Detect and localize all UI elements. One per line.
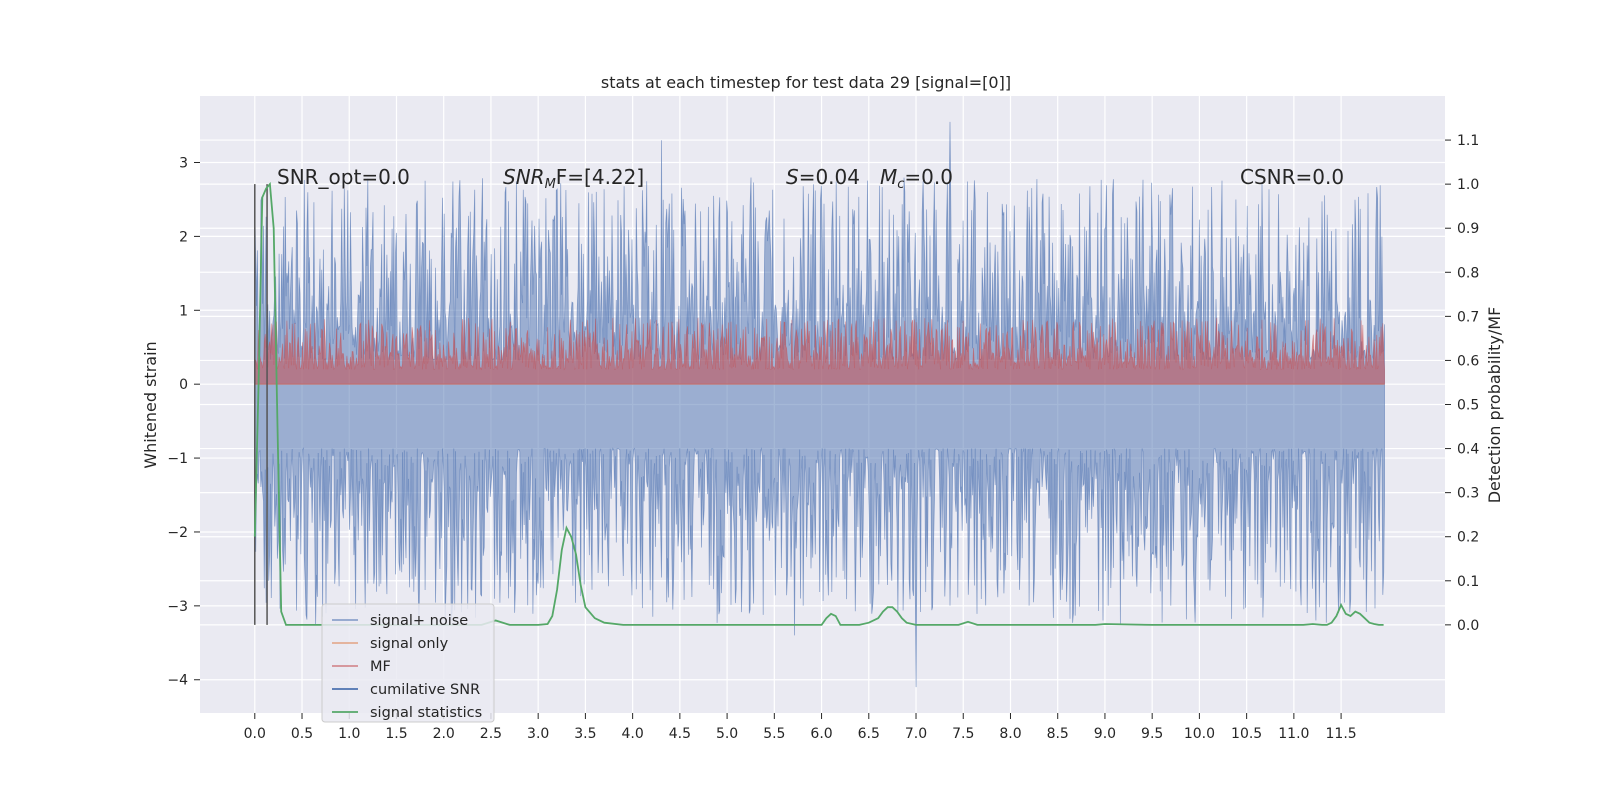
mf-series <box>254 317 1385 385</box>
y-tick-label-right: 0.3 <box>1457 486 1479 502</box>
y-tick-label-left: −3 <box>167 599 188 615</box>
x-tick-label: 7.0 <box>905 726 927 742</box>
x-tick-label: 1.5 <box>385 726 407 742</box>
x-tick-label: 8.0 <box>999 726 1021 742</box>
annotation-s: S=0.04 <box>786 165 860 189</box>
annotation-mc-subscript: c <box>897 177 904 192</box>
y-tick-label-right: 0.9 <box>1457 221 1479 237</box>
annotation-snr-mf-symbol: SNR <box>503 165 545 189</box>
x-tick-label: 8.5 <box>1047 726 1069 742</box>
x-tick-label: 0.5 <box>291 726 313 742</box>
y-tick-label-left: 3 <box>179 156 188 172</box>
x-tick-label: 2.0 <box>433 726 455 742</box>
legend-box <box>321 603 495 723</box>
annotation-mc: Mc=0.0 <box>880 165 953 192</box>
y-tick-label-left: 1 <box>179 303 188 319</box>
y-tick-label-left: −1 <box>167 451 188 467</box>
left-y-axis-ticks: −4 −3 −2 −1 0 1 2 3 <box>167 156 200 689</box>
x-tick-label: 2.5 <box>480 726 502 742</box>
x-tick-label: 11.5 <box>1326 726 1357 742</box>
y-tick-label-left: 0 <box>179 377 188 393</box>
x-tick-label: 11.0 <box>1278 726 1309 742</box>
x-tick-label: 9.5 <box>1141 726 1163 742</box>
x-tick-label: 6.5 <box>858 726 880 742</box>
y-tick-label-right: 0.1 <box>1457 574 1479 590</box>
y-tick-label-right: 0.0 <box>1457 618 1479 634</box>
annotation-mc-symbol: M <box>880 165 897 189</box>
annotation-s-symbol: S <box>786 165 799 189</box>
y-tick-label-right: 0.7 <box>1457 309 1479 325</box>
legend-label: signal statistics <box>370 705 482 721</box>
y-tick-label-right: 0.2 <box>1457 530 1479 546</box>
y-tick-label-right: 0.4 <box>1457 442 1479 458</box>
annotations: SNR_opt=0.0 SNRMF=[4.22] S=0.04 Mc=0.0 C… <box>277 165 1344 192</box>
x-tick-label: 4.0 <box>621 726 643 742</box>
x-tick-label: 0.0 <box>244 726 266 742</box>
y-tick-label-left: −2 <box>167 525 188 541</box>
annotation-s-value: =0.04 <box>799 165 860 189</box>
legend-label: signal+ noise <box>370 613 468 629</box>
right-y-axis-ticks: 0.0 0.1 0.2 0.3 0.4 0.5 0.6 0.7 0.8 0.9 1.0 1.1 <box>1445 133 1479 634</box>
annotation-csnr: CSNR=0.0 <box>1240 165 1344 189</box>
chart-title: stats at each timestep for test data 29 … <box>601 73 1011 92</box>
annotation-snr-opt: SNR_opt=0.0 <box>277 165 410 189</box>
x-axis-ticks: 0.0 0.5 1.0 1.5 2.0 2.5 3.0 3.5 4.0 4.5 5.0 5.5 6.0 6… <box>244 713 1357 742</box>
y-tick-label-left: 2 <box>179 229 188 245</box>
x-tick-label: 6.0 <box>810 726 832 742</box>
x-tick-label: 7.5 <box>952 726 974 742</box>
legend-label: cumilative SNR <box>370 682 480 698</box>
y-tick-label-right: 1.1 <box>1457 133 1479 149</box>
annotation-snr-mf-subscript: M <box>545 177 556 192</box>
y-axis-label-right: Detection probability/MF <box>1485 307 1504 504</box>
x-tick-label: 4.5 <box>669 726 691 742</box>
x-tick-label: 5.5 <box>763 726 785 742</box>
x-tick-label: 1.0 <box>338 726 360 742</box>
y-tick-label-right: 0.5 <box>1457 398 1479 414</box>
y-tick-label-right: 0.6 <box>1457 353 1479 369</box>
annotation-snr-mf-value: F=[4.22] <box>556 165 644 189</box>
x-tick-label: 10.5 <box>1231 726 1262 742</box>
legend-label: MF <box>370 659 391 675</box>
x-tick-label: 3.5 <box>574 726 596 742</box>
legend-label: signal only <box>370 636 449 652</box>
y-tick-label-left: −4 <box>167 673 188 689</box>
y-axis-label-left: Whitened strain <box>141 341 160 468</box>
annotation-snr-mf: SNRMF=[4.22] <box>503 165 644 192</box>
x-tick-label: 5.0 <box>716 726 738 742</box>
legend: signal+ noise signal only MF cumilative SNR… <box>321 603 495 723</box>
y-tick-label-right: 0.8 <box>1457 265 1479 281</box>
x-tick-label: 9.0 <box>1094 726 1116 742</box>
x-tick-label: 10.0 <box>1184 726 1215 742</box>
annotation-mc-value: =0.0 <box>904 165 953 189</box>
y-tick-label-right: 1.0 <box>1457 177 1479 193</box>
signal-noise-series <box>254 121 1385 688</box>
x-tick-label: 3.0 <box>527 726 549 742</box>
